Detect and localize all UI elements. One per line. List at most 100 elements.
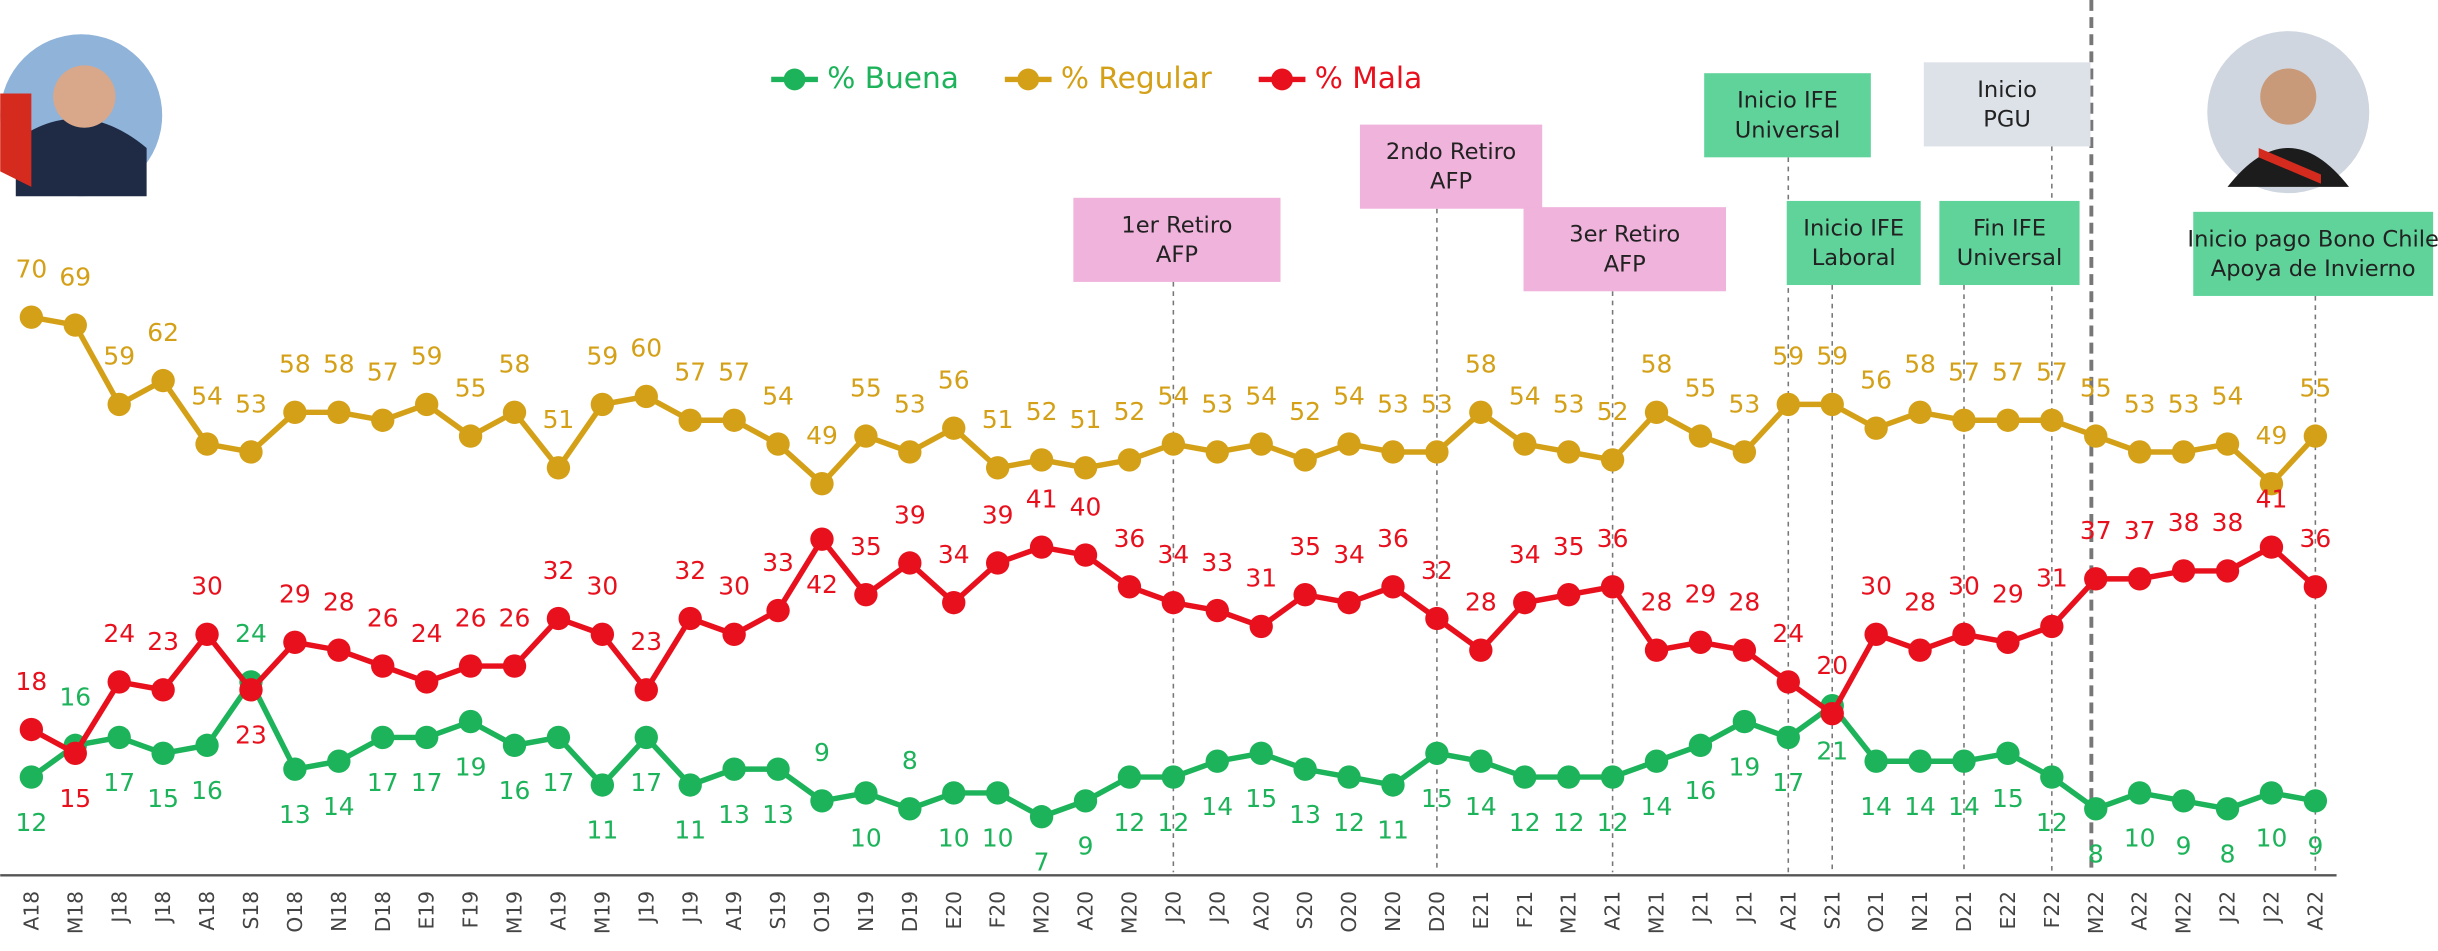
data-label: 52 bbox=[1597, 397, 1629, 426]
data-label: 52 bbox=[1114, 397, 1146, 426]
data-point bbox=[1161, 765, 1186, 789]
data-point bbox=[2259, 472, 2284, 496]
data-label: 54 bbox=[1509, 381, 1541, 410]
data-point bbox=[1205, 598, 1229, 623]
data-label: 14 bbox=[1641, 792, 1673, 821]
data-label: 53 bbox=[1201, 389, 1233, 418]
data-label: 32 bbox=[674, 556, 706, 585]
data-point bbox=[414, 670, 439, 694]
data-point bbox=[2084, 424, 2108, 448]
x-tick-label: F21 bbox=[1513, 891, 1537, 928]
data-label: 17 bbox=[411, 768, 443, 797]
data-label: 59 bbox=[411, 342, 443, 371]
data-label: 24 bbox=[103, 619, 135, 648]
data-point bbox=[1293, 448, 1317, 472]
data-point bbox=[546, 456, 571, 480]
data-point bbox=[19, 765, 44, 789]
data-label: 58 bbox=[1641, 350, 1673, 379]
data-label: 57 bbox=[718, 358, 750, 387]
legend-label: % Mala bbox=[1315, 61, 1423, 95]
data-point bbox=[634, 678, 658, 702]
annotation-text: Inicio pago Bono Chile bbox=[2187, 226, 2438, 252]
data-label: 57 bbox=[674, 358, 706, 387]
photo-right bbox=[2207, 31, 2370, 194]
data-label: 49 bbox=[2256, 421, 2288, 450]
data-point bbox=[898, 797, 922, 821]
data-point bbox=[239, 440, 263, 464]
data-point bbox=[414, 392, 439, 417]
data-label: 39 bbox=[894, 500, 926, 529]
data-point bbox=[1249, 741, 1273, 765]
annotation-text: Universal bbox=[1957, 245, 2063, 271]
data-point bbox=[854, 424, 878, 448]
data-label: 59 bbox=[587, 342, 619, 371]
data-label: 33 bbox=[1201, 548, 1233, 577]
data-label: 28 bbox=[1465, 587, 1497, 616]
data-point bbox=[1996, 408, 2020, 432]
annotation-text: 3er Retiro bbox=[1569, 222, 1680, 248]
data-point bbox=[458, 424, 483, 448]
data-point bbox=[2040, 408, 2064, 432]
data-label: 38 bbox=[2168, 508, 2200, 537]
data-point bbox=[1337, 590, 1361, 615]
data-label: 35 bbox=[850, 532, 882, 561]
data-point bbox=[1381, 575, 1405, 599]
data-point bbox=[1249, 432, 1273, 456]
data-point bbox=[1600, 448, 1625, 472]
data-point bbox=[766, 432, 790, 456]
data-label: 54 bbox=[1333, 381, 1365, 410]
data-point bbox=[327, 638, 351, 662]
x-tick-label: E22 bbox=[1996, 891, 2020, 930]
data-point bbox=[1688, 733, 1713, 758]
data-label: 57 bbox=[367, 358, 399, 387]
data-point bbox=[1293, 757, 1317, 781]
data-label: 17 bbox=[543, 768, 575, 797]
data-point bbox=[1469, 400, 1493, 425]
data-point bbox=[1117, 448, 1142, 472]
legend-marker bbox=[783, 68, 806, 91]
x-tick-label: J21 bbox=[1732, 891, 1756, 925]
data-label: 54 bbox=[1158, 381, 1190, 410]
data-label: 42 bbox=[806, 570, 838, 599]
data-point bbox=[854, 781, 878, 805]
data-label: 12 bbox=[2036, 808, 2068, 837]
data-point bbox=[634, 384, 658, 409]
data-label: 8 bbox=[2220, 840, 2236, 869]
data-point bbox=[810, 789, 834, 813]
data-label: 12 bbox=[1333, 808, 1365, 837]
x-tick-label: M21 bbox=[1557, 891, 1581, 934]
data-point bbox=[458, 709, 483, 734]
data-label: 31 bbox=[2036, 564, 2068, 593]
data-label: 17 bbox=[630, 768, 662, 797]
legend-label: % Regular bbox=[1061, 61, 1213, 95]
data-point bbox=[1073, 789, 1098, 813]
annotation-box bbox=[1939, 200, 2080, 286]
x-tick-label: J22 bbox=[2216, 891, 2240, 925]
data-label: 16 bbox=[59, 683, 91, 712]
data-point bbox=[1952, 408, 1976, 432]
annotation-text: 1er Retiro bbox=[1121, 212, 1232, 238]
data-label: 56 bbox=[1860, 365, 1892, 394]
data-label: 17 bbox=[1772, 768, 1804, 797]
data-point bbox=[107, 725, 131, 750]
data-point bbox=[634, 725, 658, 750]
data-label: 14 bbox=[1948, 792, 1980, 821]
data-label: 15 bbox=[1992, 784, 2024, 813]
data-point bbox=[898, 551, 922, 575]
data-point bbox=[1425, 440, 1449, 464]
data-label: 9 bbox=[814, 738, 830, 767]
data-point bbox=[2127, 567, 2152, 591]
data-point bbox=[1600, 765, 1625, 789]
x-tick-label: A18 bbox=[19, 891, 43, 931]
data-label: 23 bbox=[630, 627, 662, 656]
x-tick-label: A19 bbox=[722, 891, 746, 931]
data-point bbox=[2215, 559, 2240, 583]
data-label: 34 bbox=[1158, 540, 1190, 569]
x-tick-label: M19 bbox=[590, 891, 614, 934]
data-point bbox=[2171, 440, 2196, 464]
data-label: 53 bbox=[1421, 389, 1453, 418]
data-point bbox=[195, 733, 219, 758]
data-label: 32 bbox=[543, 556, 575, 585]
x-tick-label: M22 bbox=[2172, 891, 2196, 934]
data-point bbox=[1029, 805, 1054, 829]
